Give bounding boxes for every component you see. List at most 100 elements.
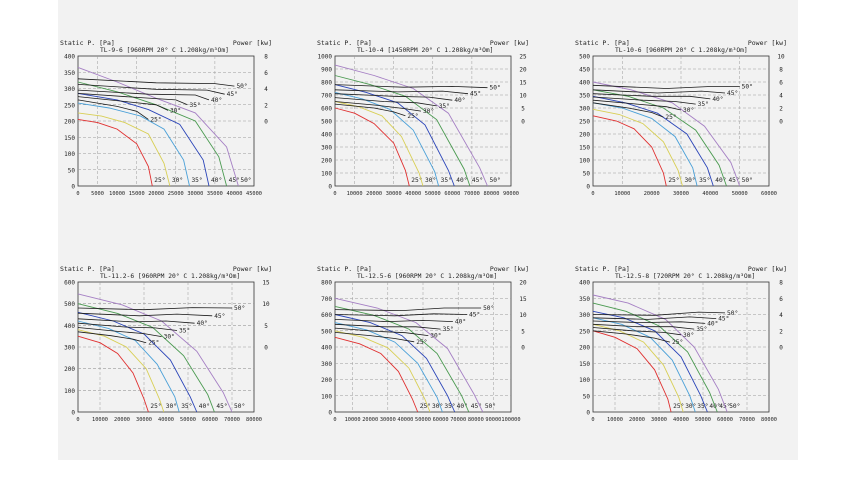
power-curve-6 <box>334 84 488 89</box>
x-tick-label: 5000 <box>91 191 104 197</box>
chart-title: TL-12.5-8 [720RPM 20° C 1.208kg/m³Om] <box>615 272 755 280</box>
angle-label-bottom: 25° <box>154 176 165 184</box>
x-tick-label: 80000 <box>483 191 499 197</box>
chart-panel: Static P. [Pa] Power [kw] TL-9-6 [960RPM 2… <box>58 0 798 460</box>
chart-title: TL-10-4 [1450RPM 20° C 1.208kg/m³Om] <box>357 46 493 54</box>
x-tick-label: 30000 <box>136 417 152 423</box>
power-curve-2 <box>592 327 682 336</box>
power-curve-3 <box>77 93 188 106</box>
y2-tick-label: 15 <box>519 80 527 87</box>
x-tick-label: 20000 <box>629 417 645 423</box>
angle-label-bottom: 50° <box>490 176 501 184</box>
chart-svg: Static P. [Pa] Power [kw]TL-12.5-8 [720RP… <box>575 265 787 423</box>
y-tick-label: 150 <box>64 135 75 142</box>
y-tick-label: 400 <box>64 54 75 61</box>
angle-label-power: 35° <box>698 100 709 108</box>
y2-tick-label: 10 <box>262 301 270 308</box>
pressure-curve-3 <box>592 317 696 413</box>
power-curve-6 <box>592 84 740 89</box>
power-curve-3 <box>592 96 696 105</box>
x-tick-label: 60000 <box>444 191 460 197</box>
y-tick-label: 0 <box>71 184 75 191</box>
power-curve-5 <box>77 312 213 317</box>
y-tick-label: 400 <box>321 345 332 352</box>
fan-chart-tl-10-6: Static P. [Pa] Power [kw] TL-10-6 [960RPM … <box>575 36 787 197</box>
pressure-curve-4 <box>592 310 708 413</box>
y-axis-label: Static P. [Pa] <box>317 39 372 47</box>
y-tick-label: 500 <box>64 301 75 308</box>
y-tick-label: 100 <box>579 377 590 384</box>
pressure-curve-3 <box>77 320 180 413</box>
pressure-curve-6 <box>77 66 239 187</box>
power-curve-6 <box>334 307 482 312</box>
y-tick-label: 350 <box>64 70 75 77</box>
y-tick-label: 350 <box>579 93 590 100</box>
chart-title: TL-11.2-6 [960RPM 20° C 1.208kg/m³Om] <box>100 272 240 280</box>
power-curve-4 <box>77 318 195 324</box>
y-tick-label: 50 <box>68 167 76 174</box>
fan-chart-tl-12-5-8: Static P. [Pa] Power [kw] TL-12.5-8 [720RP… <box>575 262 787 423</box>
angle-label-bottom: 50° <box>729 402 740 410</box>
angle-label-bottom: 40° <box>457 402 468 410</box>
y2-tick-label: 15 <box>519 296 527 303</box>
y2-tick-label: 2 <box>264 102 268 109</box>
y2-tick-label: 4 <box>264 86 268 93</box>
x-tick-label: 35000 <box>207 191 223 197</box>
y-tick-label: 200 <box>579 345 590 352</box>
angle-label-power: 40° <box>211 96 222 104</box>
angle-label-bottom: 25° <box>420 402 431 410</box>
power-curve-2 <box>334 101 422 112</box>
x-tick-label: 50000 <box>695 417 711 423</box>
x-tick-label: 10000 <box>92 417 108 423</box>
angle-label-bottom: 25° <box>673 402 684 410</box>
power-curve-5 <box>592 316 717 320</box>
x-tick-label: 10000 <box>614 191 630 197</box>
pressure-curve-1 <box>334 107 410 187</box>
y-tick-label: 1000 <box>318 54 333 61</box>
angle-label-power: 40° <box>197 319 208 327</box>
power-curve-3 <box>77 322 178 331</box>
pressure-curve-3 <box>334 322 443 413</box>
angle-label-power: 30° <box>683 106 694 114</box>
angle-label-power: 30° <box>170 106 181 114</box>
y2-tick-label: 8 <box>779 67 783 74</box>
power-curve-1 <box>334 332 415 343</box>
fan-chart-tl-12-5-6: Static P. [Pa] Power [kw] TL-12.5-6 [960RP… <box>317 262 529 423</box>
power-curve-4 <box>592 320 706 324</box>
angle-label-bottom: 30° <box>684 176 695 184</box>
y2-tick-label: 20 <box>519 280 527 287</box>
pressure-curve-3 <box>334 91 440 187</box>
y2-tick-label: 10 <box>519 93 527 100</box>
y-tick-label: 700 <box>321 296 332 303</box>
power-curve-1 <box>77 99 149 120</box>
y-tick-label: 200 <box>64 366 75 373</box>
x-tick-label: 30000 <box>651 417 667 423</box>
power-curve-5 <box>334 89 469 95</box>
angle-label-bottom: 30° <box>425 176 436 184</box>
x-tick-label: 90000 <box>485 417 501 423</box>
y2-tick-label: 4 <box>779 93 783 100</box>
fan-chart-tl-10-4: Static P. [Pa] Power [kw] TL-10-4 [1450RPM… <box>317 36 529 197</box>
y2-tick-label: 0 <box>779 345 783 352</box>
x-tick-label: 10000 <box>347 191 363 197</box>
y-tick-label: 0 <box>586 410 590 417</box>
x-tick-label: 70000 <box>450 417 466 423</box>
x-tick-label: 60000 <box>717 417 733 423</box>
x-tick-label: 70000 <box>739 417 755 423</box>
power-curve-2 <box>77 327 162 337</box>
y-tick-label: 200 <box>321 158 332 165</box>
angle-label-power: 35° <box>179 327 190 335</box>
x-tick-label: 20000 <box>644 191 660 197</box>
angle-label-power: 40° <box>455 318 466 326</box>
x-tick-label: 50000 <box>415 417 431 423</box>
x-tick-label: 60000 <box>202 417 218 423</box>
y-tick-label: 350 <box>579 296 590 303</box>
power-curve-1 <box>77 331 147 344</box>
power-curve-5 <box>334 313 468 317</box>
pressure-curve-4 <box>334 314 456 413</box>
y-tick-label: 50 <box>583 171 591 178</box>
x-tick-label: 60000 <box>761 191 777 197</box>
pressure-curve-1 <box>334 336 419 413</box>
angle-label-bottom: 40° <box>715 176 726 184</box>
angle-label-power: 25° <box>672 338 683 346</box>
